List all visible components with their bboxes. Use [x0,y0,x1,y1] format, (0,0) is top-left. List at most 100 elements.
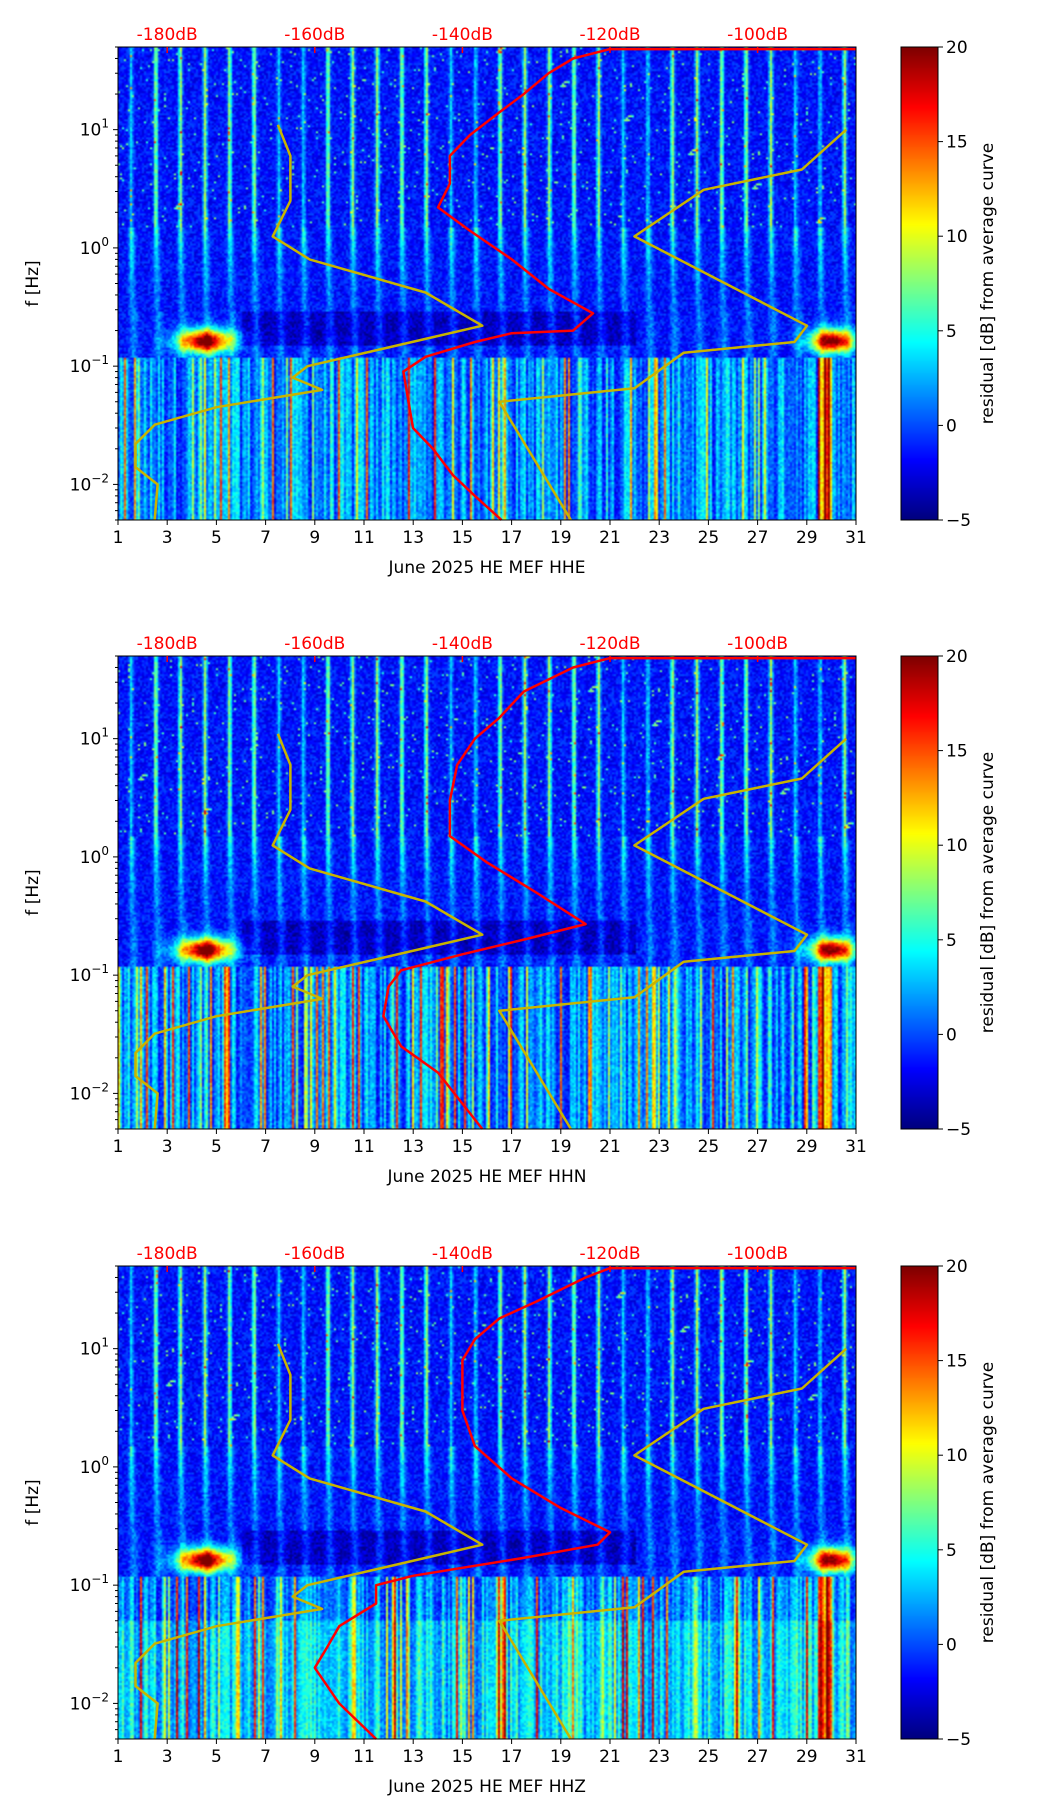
x-tick-label: 13 [402,1137,424,1157]
x-tick-label: 7 [260,1137,271,1157]
x-tick-label: 15 [452,1747,474,1767]
axes-frame [117,46,857,521]
y-tick-base: 10 [70,1084,92,1104]
colorbar-label: residual [dB] from average curve [978,1362,998,1643]
top-db-tick-label: -120dB [579,25,640,45]
x-tick-label: 23 [648,528,670,548]
x-tick-label: 9 [309,1137,320,1157]
y-tick-base: 10 [80,1340,102,1360]
x-tick-label: 1 [113,528,124,548]
top-db-tick-label: -160dB [284,1244,345,1264]
top-db-tick-label: -180dB [137,25,198,45]
y-tick-exponent: 1 [101,726,109,740]
y-tick-base: 10 [70,1694,92,1714]
model-curve-high [498,128,848,521]
y-tick-label: 100 [80,235,109,259]
x-tick-label: 21 [599,1747,621,1767]
colorbar-tick-label: 5 [946,931,957,951]
y-tick-exponent: 0 [101,1454,109,1468]
x-tick-label: 13 [402,528,424,548]
colorbar-hhn [901,656,938,1129]
colorbar-tick-label: 10 [946,227,968,247]
x-tick-label: 1 [113,1747,124,1767]
y-tick-label: 101 [80,726,109,750]
x-tick-label: 11 [353,1137,375,1157]
colorbar-tick-label: −5 [946,1730,971,1750]
x-tick-label: 7 [260,528,271,548]
y-tick-exponent: 1 [101,1336,109,1350]
colorbar-tick-label: 15 [946,1352,968,1372]
x-tick-label: 1 [113,1137,124,1157]
x-tick-label: 11 [353,1747,375,1767]
y-tick-label: 10−2 [70,1690,109,1714]
model-curve-low [134,733,484,1130]
model-curve-low [134,1343,484,1740]
y-tick-base: 10 [70,966,92,986]
colorbar-tick-label: 20 [946,647,968,667]
top-db-tick-label: -100dB [727,25,788,45]
top-db-tick-label: -120dB [579,1244,640,1264]
y-axis-label: f [Hz] [23,869,43,915]
y-tick-exponent: 0 [101,235,109,249]
top-db-tick-label: -180dB [137,634,198,654]
x-tick-label: 19 [550,1747,572,1767]
x-tick-label: 17 [501,528,523,548]
x-tick-label: 29 [796,1137,818,1157]
y-tick-label: 101 [80,117,109,141]
x-tick-label: 23 [648,1747,670,1767]
colorbar-tick-label: 15 [946,133,968,153]
y-tick-label: 10−2 [70,471,109,495]
y-tick-exponent: −2 [91,1080,109,1094]
psd-red-curve [382,656,856,1130]
x-tick-label: 17 [501,1747,523,1767]
spectrogram-hhn [118,656,856,1129]
y-tick-label: 10−2 [70,1080,109,1104]
x-tick-label: 19 [550,528,572,548]
x-tick-label: 3 [162,1137,173,1157]
colorbar-tick-label: 0 [946,416,957,436]
y-tick-exponent: −2 [91,471,109,485]
x-tick-label: 27 [747,1747,769,1767]
x-tick-label: 7 [260,1747,271,1767]
colorbar-label: residual [dB] from average curve [978,143,998,424]
x-tick-label: 25 [698,528,720,548]
colorbar-tick-label: −5 [946,511,971,531]
x-tick-label: 19 [550,1137,572,1157]
x-tick-label: 13 [402,1747,424,1767]
x-tick-label: 5 [211,1747,222,1767]
model-curve-low [134,124,484,521]
x-tick-label: 17 [501,1137,523,1157]
spectrogram-hhe [118,47,856,520]
x-tick-label: 5 [211,528,222,548]
y-tick-label: 10−1 [70,353,109,377]
x-tick-label: 15 [452,528,474,548]
y-tick-base: 10 [80,121,102,141]
x-tick-label: 29 [796,1747,818,1767]
y-tick-base: 10 [70,475,92,495]
model-curve-high [498,1347,848,1740]
y-axis-label: f [Hz] [23,1479,43,1525]
colorbar-tick-label: 20 [946,1257,968,1277]
y-tick-exponent: −1 [91,962,109,976]
x-tick-label: 3 [162,1747,173,1767]
colorbar-tick-label: 10 [946,836,968,856]
colorbar-tick-label: 5 [946,1541,957,1561]
y-tick-base: 10 [80,730,102,750]
top-db-tick-label: -140dB [432,634,493,654]
x-tick-label: 31 [845,1137,867,1157]
x-tick-label: 15 [452,1137,474,1157]
y-tick-label: 101 [80,1336,109,1360]
colorbar-frame [900,1265,939,1740]
colorbar-hhz [901,1266,938,1739]
x-tick-label: 23 [648,1137,670,1157]
y-tick-label: 100 [80,1454,109,1478]
y-axis-label: f [Hz] [23,260,43,306]
x-axis-label: June 2025 HE MEF HHN [387,1167,587,1187]
y-tick-exponent: 1 [101,117,109,131]
colorbar-tick-label: 20 [946,38,968,58]
x-tick-label: 29 [796,528,818,548]
top-db-tick-label: -140dB [432,1244,493,1264]
